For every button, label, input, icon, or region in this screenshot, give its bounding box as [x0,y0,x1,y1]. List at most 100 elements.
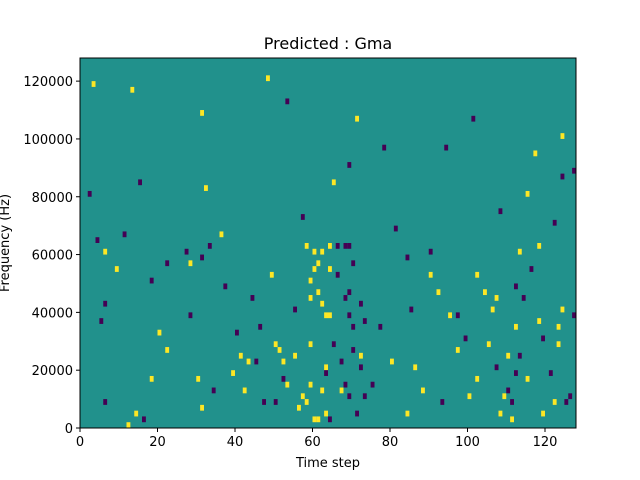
heatmap-cell-low [339,358,344,365]
heatmap-cell-low [331,341,336,348]
heatmap-cell-high [281,358,286,365]
heatmap-cell-high [285,381,290,388]
heatmap-cell-low [300,214,305,220]
heatmap-cell-low [262,399,266,405]
heatmap-cell-high [448,312,452,319]
heatmap-cell-high [537,318,542,324]
heatmap-cell-low [254,358,259,365]
heatmap-cell-low [351,260,356,267]
heatmap-cell-low [409,306,414,313]
heatmap-cell-high [328,266,332,272]
heatmap-cell-high [242,387,247,394]
heatmap-cell-low [355,410,359,417]
y-axis-label: Frequency (Hz) [0,194,13,292]
plot-area [79,57,577,429]
heatmap-cell-high [204,185,208,191]
heatmap-cell-low [564,399,569,405]
x-tick-label: 60 [304,435,321,450]
heatmap-cell-high [316,416,321,423]
x-tick-label: 120 [533,435,558,450]
heatmap-cell-high [277,347,282,353]
heatmap-cell-low [285,98,290,105]
x-tick-label: 0 [76,435,84,450]
heatmap-cell-low [87,190,92,197]
heatmap-cell-high [494,295,499,301]
heatmap-cell-high [506,352,511,359]
heatmap-cell-low [471,115,476,122]
heatmap-cell-low [382,144,387,151]
x-axis-label: Time step [295,456,360,471]
heatmap-cell-high [328,243,332,249]
heatmap-cell-high [308,295,313,301]
heatmap-cell-high [556,323,561,330]
heatmap-cell-high [475,271,480,278]
heatmap-cell-low [258,323,263,330]
heatmap-cell-low [99,318,104,324]
y-axis: 0 20000 40000 60000 80000 100000 120000 [23,75,80,437]
heatmap-cell-high [541,410,545,417]
heatmap-cell-high [525,375,530,382]
heatmap-cell-high [359,352,363,359]
heatmap-cell-high [308,277,313,284]
heatmap-cell-low [211,387,216,394]
heatmap-cell-high [165,347,170,353]
heatmap-cell-low [343,381,348,388]
heatmap-cell-low [273,399,278,405]
heatmap-cell-low [250,295,255,301]
heatmap-cell-low [521,295,526,301]
heatmap-cell-low [281,375,286,382]
heatmap-cell-high [560,133,565,139]
heatmap-cell-low [514,283,518,290]
heatmap-cell-low [149,277,154,284]
heatmap-cell-low [506,387,511,394]
heatmap-cell-high [130,86,135,93]
heatmap-cell-low [347,393,352,400]
heatmap-cell-high [312,416,317,423]
heatmap-cell-high [200,404,204,411]
heatmap-cell-high [517,248,522,255]
heatmap-cell-high [316,289,321,296]
heatmap-cell-high [324,312,328,319]
heatmap-cell-high [413,364,418,371]
heatmap-cell-high [246,358,251,365]
heatmap-cell-high [114,266,119,272]
heatmap-cell-high [188,260,193,267]
heatmap-cell-high [200,110,204,116]
heatmap-cell-low [378,323,383,330]
heatmap-cell-low [347,162,352,168]
heatmap-cell-low [335,243,340,249]
heatmap-cell-low [514,370,518,376]
heatmap-cell-low [393,225,398,232]
heatmap-cell-high [300,393,305,400]
heatmap-cell-high [533,150,538,157]
heatmap-cell-high [320,248,325,255]
heatmap-cell-high [269,271,274,278]
heatmap-cell-low [347,243,352,249]
y-tick-label: 80000 [32,191,73,206]
heatmap-cell-low [560,173,565,180]
heatmap-cell-low [95,237,100,243]
heatmap-cell-low [548,370,553,376]
heatmap-cell-high [436,289,441,296]
heatmap-cell-high [134,410,139,417]
heatmap-cell-high [525,190,530,197]
heatmap-cell-high [502,393,507,400]
heatmap-cell-low [103,399,108,405]
heatmap-cell-high [266,75,270,82]
y-tick-label: 120000 [23,75,73,90]
heatmap-cell-high [421,387,425,394]
heatmap-cell-high [405,410,410,417]
heatmap-cell-low [494,364,499,371]
heatmap-cell-high [308,341,313,348]
heatmap-cell-low [444,144,449,151]
heatmap-cell-high [486,341,491,348]
y-tick-label: 20000 [32,364,73,379]
heatmap-cell-low [343,243,348,249]
heatmap-cell-high [312,248,317,255]
heatmap-cell-low [362,393,367,400]
heatmap-cell-high [149,375,154,382]
x-tick-label: 40 [227,435,244,450]
heatmap-cell-high [297,404,301,411]
heatmap-cell-high [320,387,325,394]
heatmap-cell-low [455,312,460,319]
